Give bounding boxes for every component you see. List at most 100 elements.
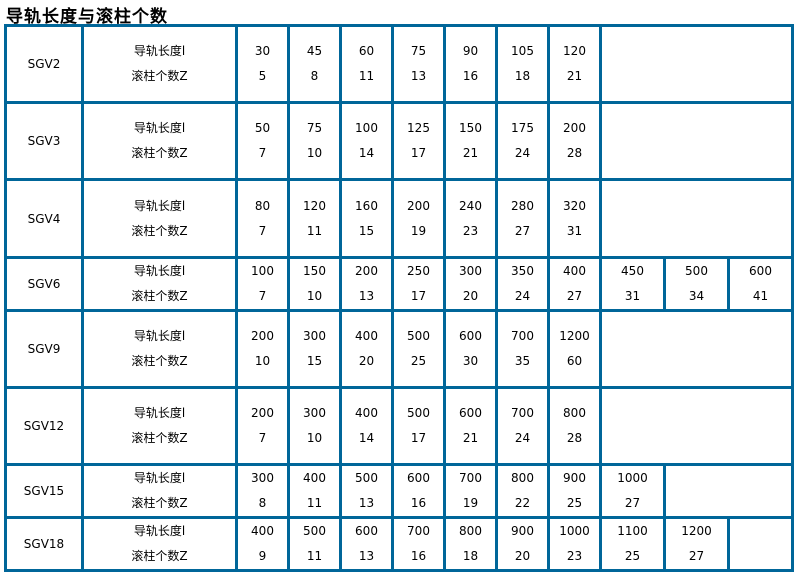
value-cell: 700 24 bbox=[495, 386, 550, 466]
count-label: 滚柱个数Z bbox=[131, 289, 188, 303]
value-cell: 200 28 bbox=[547, 101, 602, 181]
length-value: 200 bbox=[251, 406, 274, 420]
count-value: 22 bbox=[514, 496, 531, 510]
count-value: 10 bbox=[306, 146, 323, 160]
value-cell: 400 9 bbox=[235, 516, 290, 572]
count-value: 13 bbox=[410, 69, 427, 83]
empty-cell bbox=[599, 101, 794, 181]
value-cell: 800 22 bbox=[495, 463, 550, 519]
value-cell: 120 21 bbox=[547, 24, 602, 104]
count-value: 7 bbox=[258, 431, 267, 445]
table-row: SGV12 导轨长度l 滚柱个数Z 200 7 300 10 400 14 500 17 600 21 7… bbox=[4, 386, 794, 466]
count-value: 20 bbox=[514, 549, 531, 563]
length-value: 150 bbox=[459, 121, 482, 135]
length-value: 500 bbox=[407, 329, 430, 343]
count-value: 13 bbox=[358, 549, 375, 563]
length-value: 160 bbox=[355, 198, 378, 213]
model-cell: SGV9 bbox=[4, 309, 84, 389]
count-label: 滚柱个数Z bbox=[131, 354, 188, 368]
count-value: 11 bbox=[306, 223, 323, 238]
length-value: 320 bbox=[563, 198, 586, 213]
count-value: 9 bbox=[258, 549, 267, 563]
length-value: 350 bbox=[511, 264, 534, 278]
value-cell: 160 15 bbox=[339, 178, 394, 259]
length-value: 50 bbox=[254, 121, 271, 135]
value-cell: 700 19 bbox=[443, 463, 498, 519]
length-value: 175 bbox=[511, 121, 534, 135]
row-label-cell: 导轨长度l 滚柱个数Z bbox=[81, 24, 238, 104]
model-cell: SGV6 bbox=[4, 256, 84, 312]
value-cell: 200 13 bbox=[339, 256, 394, 312]
count-value: 19 bbox=[462, 496, 479, 510]
count-value: 18 bbox=[514, 69, 531, 83]
count-value: 10 bbox=[306, 431, 323, 445]
value-cell: 125 17 bbox=[391, 101, 446, 181]
length-value: 700 bbox=[459, 471, 482, 485]
length-label: 导轨长度l bbox=[133, 121, 186, 135]
count-label: 滚柱个数Z bbox=[131, 549, 188, 563]
length-value: 100 bbox=[355, 121, 378, 135]
count-label: 滚柱个数Z bbox=[131, 146, 188, 160]
value-cell: 90 16 bbox=[443, 24, 498, 104]
count-value: 8 bbox=[258, 496, 267, 510]
length-value: 1200 bbox=[559, 329, 590, 343]
count-value: 25 bbox=[624, 549, 641, 563]
count-value: 17 bbox=[410, 431, 427, 445]
value-cell: 350 24 bbox=[495, 256, 550, 312]
count-value: 7 bbox=[258, 223, 267, 238]
length-value: 500 bbox=[303, 524, 326, 538]
row-label-cell: 导轨长度l 滚柱个数Z bbox=[81, 463, 238, 519]
empty-cell bbox=[599, 386, 794, 466]
value-cell: 500 11 bbox=[287, 516, 342, 572]
length-value: 1000 bbox=[559, 524, 590, 538]
value-cell: 75 13 bbox=[391, 24, 446, 104]
count-label: 滚柱个数Z bbox=[131, 69, 188, 83]
count-value: 14 bbox=[358, 431, 375, 445]
length-value: 30 bbox=[254, 44, 271, 58]
count-value: 11 bbox=[358, 69, 375, 83]
value-cell: 900 25 bbox=[547, 463, 602, 519]
count-value: 17 bbox=[410, 289, 427, 303]
value-cell: 800 18 bbox=[443, 516, 498, 572]
length-value: 300 bbox=[459, 264, 482, 278]
length-value: 400 bbox=[251, 524, 274, 538]
length-value: 600 bbox=[407, 471, 430, 485]
value-cell: 105 18 bbox=[495, 24, 550, 104]
page-title: 导轨长度与滚柱个数 bbox=[6, 7, 168, 27]
count-value: 27 bbox=[624, 496, 641, 510]
length-value: 300 bbox=[251, 471, 274, 485]
table-row: SGV9 导轨长度l 滚柱个数Z 200 10 300 15 400 20 500 25 600 30 7… bbox=[4, 309, 794, 389]
length-value: 75 bbox=[410, 44, 427, 58]
count-value: 34 bbox=[688, 289, 705, 303]
count-value: 27 bbox=[566, 289, 583, 303]
value-cell: 600 16 bbox=[391, 463, 446, 519]
count-value: 23 bbox=[462, 223, 479, 238]
value-cell: 600 21 bbox=[443, 386, 498, 466]
model-cell: SGV15 bbox=[4, 463, 84, 519]
value-cell: 400 20 bbox=[339, 309, 394, 389]
value-cell: 400 27 bbox=[547, 256, 602, 312]
model-cell: SGV4 bbox=[4, 178, 84, 259]
count-value: 27 bbox=[514, 223, 531, 238]
table-row: SGV18 导轨长度l 滚柱个数Z 400 9 500 11 600 13 700 16 800 18 9… bbox=[4, 516, 794, 572]
count-value: 28 bbox=[566, 431, 583, 445]
count-value: 31 bbox=[624, 289, 641, 303]
row-label-cell: 导轨长度l 滚柱个数Z bbox=[81, 309, 238, 389]
count-value: 7 bbox=[258, 289, 267, 303]
empty-cell bbox=[599, 178, 794, 259]
length-value: 45 bbox=[306, 44, 323, 58]
length-label: 导轨长度l bbox=[133, 524, 186, 538]
value-cell: 300 10 bbox=[287, 386, 342, 466]
rail-length-table: SGV2 导轨长度l 滚柱个数Z 30 5 45 8 60 11 75 13 90 16 105 18 120… bbox=[4, 24, 794, 572]
value-cell: 30 5 bbox=[235, 24, 290, 104]
length-value: 800 bbox=[563, 406, 586, 420]
length-value: 900 bbox=[511, 524, 534, 538]
length-value: 100 bbox=[251, 264, 274, 278]
model-cell: SGV3 bbox=[4, 101, 84, 181]
length-value: 300 bbox=[303, 329, 326, 343]
value-cell: 600 13 bbox=[339, 516, 394, 572]
count-value: 13 bbox=[358, 289, 375, 303]
value-cell: 120 11 bbox=[287, 178, 342, 259]
value-cell: 500 34 bbox=[663, 256, 730, 312]
model-cell: SGV2 bbox=[4, 24, 84, 104]
